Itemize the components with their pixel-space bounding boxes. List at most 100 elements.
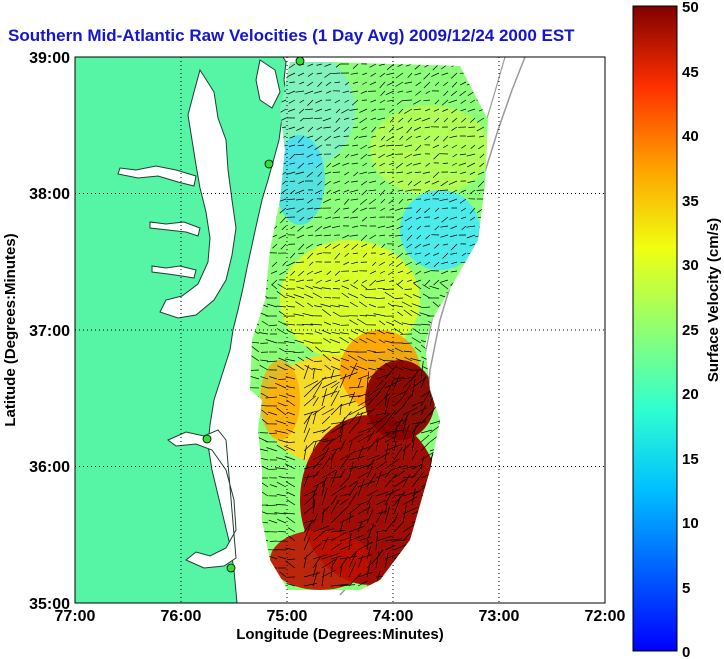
velocity-arrow — [393, 391, 406, 398]
velocity-arrow — [395, 358, 404, 362]
velocity-arrow — [306, 171, 314, 178]
velocity-arrow — [324, 72, 332, 78]
velocity-arrow — [287, 261, 296, 266]
velocity-arrow — [375, 460, 388, 470]
velocity-arrow — [357, 410, 371, 416]
velocity-arrow — [424, 252, 431, 257]
velocity-arrow — [402, 443, 412, 452]
velocity-arrow — [424, 180, 431, 184]
velocity-arrow — [326, 189, 332, 194]
velocity-arrow — [332, 189, 341, 194]
velocity-arrow — [353, 279, 359, 284]
velocity-arrow — [414, 171, 422, 173]
velocity-arrow — [302, 324, 314, 326]
velocity-arrow — [307, 198, 314, 204]
velocity-arrow — [470, 216, 476, 221]
velocity-arrow — [312, 440, 317, 452]
velocity-arrow — [343, 207, 350, 210]
velocity-arrow — [402, 375, 416, 389]
y-tick-label: 36:00 — [29, 459, 70, 476]
velocity-arrow — [413, 279, 422, 284]
velocity-arrow — [333, 135, 341, 139]
velocity-arrow — [348, 491, 358, 506]
velocity-arrow — [423, 81, 431, 89]
velocity-arrow — [340, 364, 350, 371]
velocity-arrow — [277, 283, 287, 290]
velocity-arrow — [260, 491, 269, 497]
velocity-arrow — [380, 90, 386, 96]
velocity-arrow — [286, 499, 296, 506]
velocity-arrow — [368, 359, 377, 362]
velocity-arrow — [307, 216, 314, 220]
velocity-arrow — [323, 338, 332, 344]
velocity-arrow — [323, 296, 332, 299]
velocity-arrow — [350, 72, 359, 75]
velocity-arrow — [321, 507, 325, 524]
velocity-arrow — [339, 493, 351, 497]
velocity-arrow — [469, 189, 476, 195]
velocity-arrow — [357, 479, 365, 497]
velocity-arrow — [411, 378, 416, 398]
velocity-arrow — [293, 332, 305, 335]
velocity-arrow — [412, 294, 422, 299]
velocity-arrow — [459, 90, 467, 97]
velocity-arrow — [330, 512, 342, 524]
velocity-arrow — [339, 556, 349, 569]
velocity-arrow — [450, 243, 458, 251]
velocity-arrow — [402, 424, 410, 443]
velocity-arrow — [261, 419, 269, 425]
velocity-arrow — [281, 225, 287, 231]
pamlico-albemarle-sound — [167, 429, 237, 569]
velocity-arrow — [378, 320, 386, 326]
velocity-arrow — [321, 536, 329, 551]
velocity-arrow — [312, 557, 321, 569]
velocity-arrow — [295, 198, 305, 201]
velocity-arrow — [342, 234, 350, 239]
velocity-arrow — [386, 63, 395, 70]
velocity-arrow — [410, 309, 422, 317]
velocity-arrow — [373, 313, 386, 317]
velocity-arrow — [303, 504, 316, 515]
velocity-arrow — [312, 479, 327, 488]
velocity-arrow — [339, 450, 357, 461]
velocity-arrow — [331, 72, 341, 75]
velocity-arrow — [348, 421, 359, 434]
velocity-arrow — [431, 180, 440, 185]
velocity-arrow — [259, 364, 269, 371]
velocity-arrow — [393, 396, 404, 407]
velocity-arrow — [339, 515, 355, 524]
velocity-arrow — [450, 270, 458, 273]
x-axis-label: Longitude (Degrees:Minutes) — [236, 626, 444, 643]
velocity-arrow — [411, 463, 423, 470]
velocity-arrow — [434, 243, 440, 249]
velocity-arrow — [276, 305, 287, 308]
velocity-arrow — [393, 470, 405, 479]
velocity-arrow — [334, 279, 341, 283]
velocity-arrow — [348, 551, 357, 569]
velocity-arrow — [344, 81, 350, 86]
velocity-arrow — [461, 144, 467, 149]
velocity-arrow — [469, 171, 476, 175]
velocity-arrow — [434, 225, 440, 231]
velocity-arrow — [330, 385, 338, 398]
velocity-arrow — [297, 72, 305, 77]
velocity-arrow — [357, 521, 363, 533]
velocity-arrow — [402, 532, 411, 542]
velocity-arrow — [349, 216, 359, 219]
velocity-arrow — [305, 356, 314, 362]
velocity-arrow — [405, 135, 413, 141]
velocity-arrow — [402, 415, 408, 434]
velocity-arrow — [404, 261, 413, 266]
velocity-arrow — [393, 447, 403, 461]
velocity-arrow — [288, 535, 296, 542]
velocity-arrow — [334, 270, 341, 276]
velocity-arrow — [376, 367, 386, 371]
velocity-arrow — [266, 303, 278, 308]
velocity-arrow — [271, 234, 278, 238]
velocity-arrow — [334, 198, 341, 201]
velocity-arrow — [402, 384, 411, 398]
velocity-arrow — [449, 234, 458, 238]
velocity-arrow — [379, 189, 386, 196]
velocity-arrow — [433, 135, 440, 142]
velocity-arrow — [450, 90, 458, 97]
